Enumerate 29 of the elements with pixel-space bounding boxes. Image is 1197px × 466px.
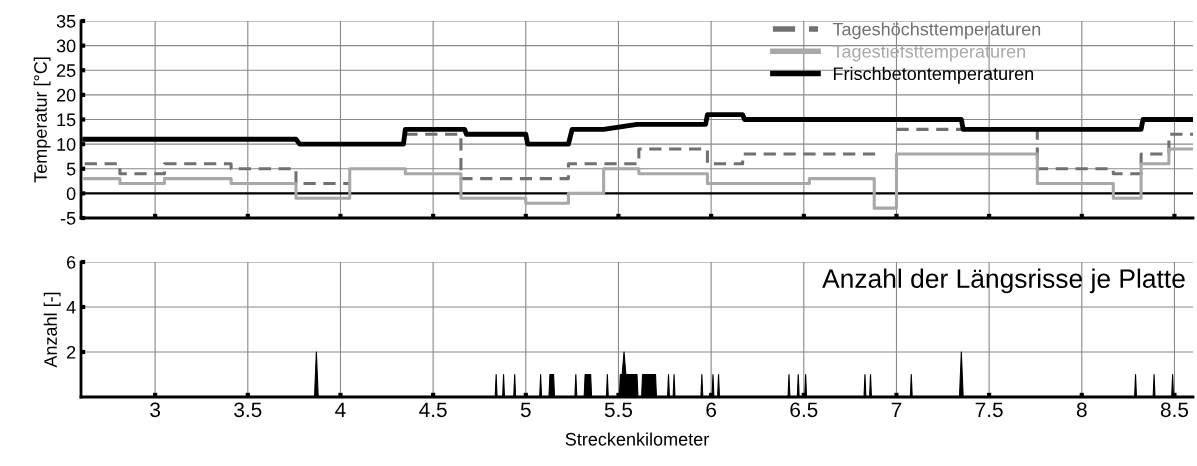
x-tick-label: 8 — [1076, 402, 1087, 418]
y-tick-label: 4 — [66, 301, 76, 314]
y-tick-label: 2 — [67, 345, 76, 359]
x-tick-label: 7.5 — [975, 402, 1003, 418]
x-tick-label: 6 — [706, 402, 717, 418]
y-tick-label: 5 — [66, 162, 76, 176]
y-tick-label: 0 — [66, 187, 76, 201]
legend-label: Frischbetontemperaturen — [833, 66, 1034, 84]
x-axis-title: Streckenkilometer — [565, 432, 709, 446]
y-tick-label: 6 — [67, 255, 76, 269]
x-tick-label: 5.5 — [604, 402, 633, 418]
x-tick-label: 4.5 — [419, 402, 447, 418]
x-tick-label: 3 — [150, 402, 161, 418]
y-axis-title: Anzahl [-] — [43, 292, 61, 368]
x-tick-label: 5 — [520, 402, 531, 418]
y-axis-title: Temperatur [°C] — [33, 57, 51, 183]
y-tick-label: 15 — [57, 113, 76, 127]
x-tick-label: 8.5 — [1160, 402, 1189, 418]
chart-title: Anzahl der Längsrisse je Platte — [822, 268, 1185, 294]
y-tick-label: 35 — [56, 14, 76, 28]
x-tick-label: 4 — [335, 402, 346, 417]
y-tick-label: 10 — [57, 138, 76, 151]
y-tick-label: 20 — [56, 88, 76, 102]
x-tick-label: 6.5 — [790, 402, 818, 418]
y-tick-label: 25 — [56, 64, 76, 77]
y-tick-label: 30 — [56, 39, 76, 53]
x-tick-label: 7 — [891, 402, 902, 417]
y-tick-label: -5 — [60, 212, 76, 225]
x-tick-label: 3.5 — [234, 402, 262, 418]
